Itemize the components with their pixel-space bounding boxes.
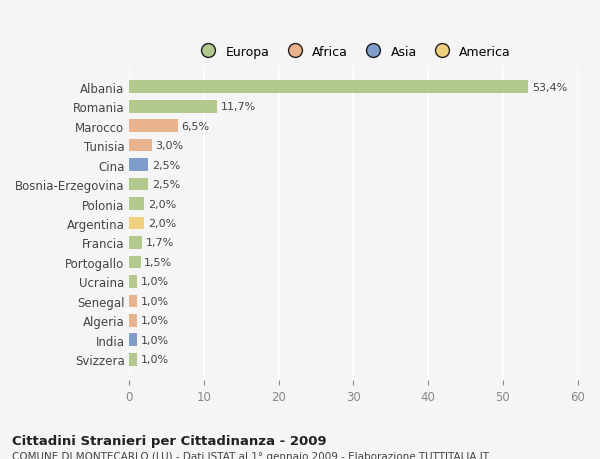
Text: COMUNE DI MONTECARLO (LU) - Dati ISTAT al 1° gennaio 2009 - Elaborazione TUTTITA: COMUNE DI MONTECARLO (LU) - Dati ISTAT a… — [12, 451, 489, 459]
Bar — [130, 295, 137, 308]
Text: 2,5%: 2,5% — [152, 180, 180, 190]
Text: 2,0%: 2,0% — [148, 218, 176, 229]
Bar — [130, 81, 528, 94]
Bar — [130, 334, 137, 347]
Bar — [130, 120, 178, 133]
Text: 2,5%: 2,5% — [152, 160, 180, 170]
Text: 53,4%: 53,4% — [532, 83, 567, 93]
Bar — [130, 314, 137, 327]
Bar — [130, 353, 137, 366]
Text: 1,0%: 1,0% — [140, 296, 169, 306]
Bar — [130, 275, 137, 288]
Bar — [130, 198, 145, 210]
Text: 1,7%: 1,7% — [146, 238, 174, 248]
Text: 1,0%: 1,0% — [140, 354, 169, 364]
Text: 1,0%: 1,0% — [140, 277, 169, 287]
Text: Cittadini Stranieri per Cittadinanza - 2009: Cittadini Stranieri per Cittadinanza - 2… — [12, 434, 326, 447]
Bar — [130, 179, 148, 191]
Text: 1,0%: 1,0% — [140, 316, 169, 325]
Bar — [130, 101, 217, 113]
Text: 1,0%: 1,0% — [140, 335, 169, 345]
Bar — [130, 140, 152, 152]
Bar — [130, 159, 148, 172]
Bar — [130, 217, 145, 230]
Text: 11,7%: 11,7% — [220, 102, 256, 112]
Text: 1,5%: 1,5% — [145, 257, 172, 268]
Text: 2,0%: 2,0% — [148, 199, 176, 209]
Bar — [130, 237, 142, 249]
Text: 6,5%: 6,5% — [182, 122, 210, 131]
Text: 3,0%: 3,0% — [155, 141, 184, 151]
Legend: Europa, Africa, Asia, America: Europa, Africa, Asia, America — [192, 42, 515, 62]
Bar — [130, 256, 140, 269]
